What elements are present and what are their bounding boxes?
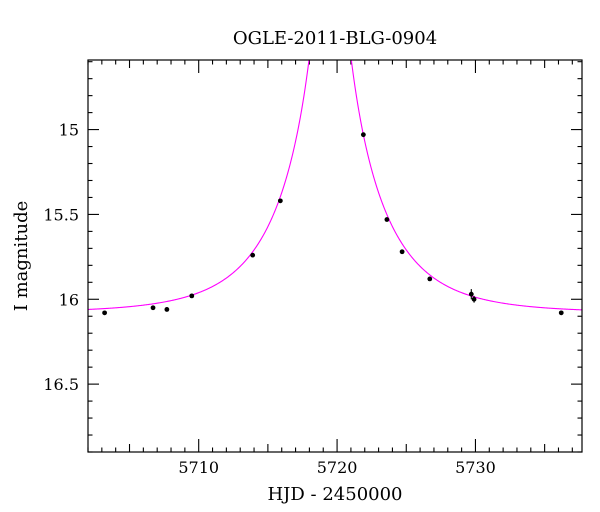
chart-title: OGLE-2011-BLG-0904	[233, 28, 437, 49]
plot-content: 5710 5720 5730 15 15.5 16 16.5	[43, 60, 582, 477]
data-point	[360, 132, 366, 138]
data-point	[468, 291, 474, 297]
x-tick-labels: 5710 5720 5730	[178, 458, 495, 477]
data-point	[471, 296, 477, 302]
data-point	[277, 198, 283, 204]
data-point	[150, 305, 156, 311]
plot-border	[87, 59, 583, 453]
y-tick-label: 15.5	[43, 205, 79, 224]
x-tick-label: 5710	[178, 458, 219, 477]
y-axis-label: I magnitude	[11, 201, 32, 312]
data-point	[164, 307, 170, 312]
model-curve	[88, 60, 582, 311]
model-curve-group	[88, 60, 582, 311]
data-point	[558, 310, 564, 316]
y-ticks	[88, 61, 582, 453]
x-tick-label: 5730	[455, 458, 496, 477]
data-points	[102, 132, 564, 316]
y-tick-label: 16.5	[43, 375, 79, 394]
y-tick-label: 15	[59, 121, 79, 140]
data-point	[384, 217, 390, 222]
data-point	[102, 310, 108, 316]
data-point	[427, 276, 433, 282]
data-point	[399, 249, 405, 255]
data-point	[189, 293, 195, 299]
data-point	[250, 252, 256, 258]
y-tick-label: 16	[59, 290, 79, 309]
y-tick-labels: 15 15.5 16 16.5	[43, 121, 79, 395]
x-tick-label: 5720	[317, 458, 358, 477]
x-axis-label: HJD - 2450000	[267, 484, 402, 505]
x-ticks	[87, 60, 573, 452]
